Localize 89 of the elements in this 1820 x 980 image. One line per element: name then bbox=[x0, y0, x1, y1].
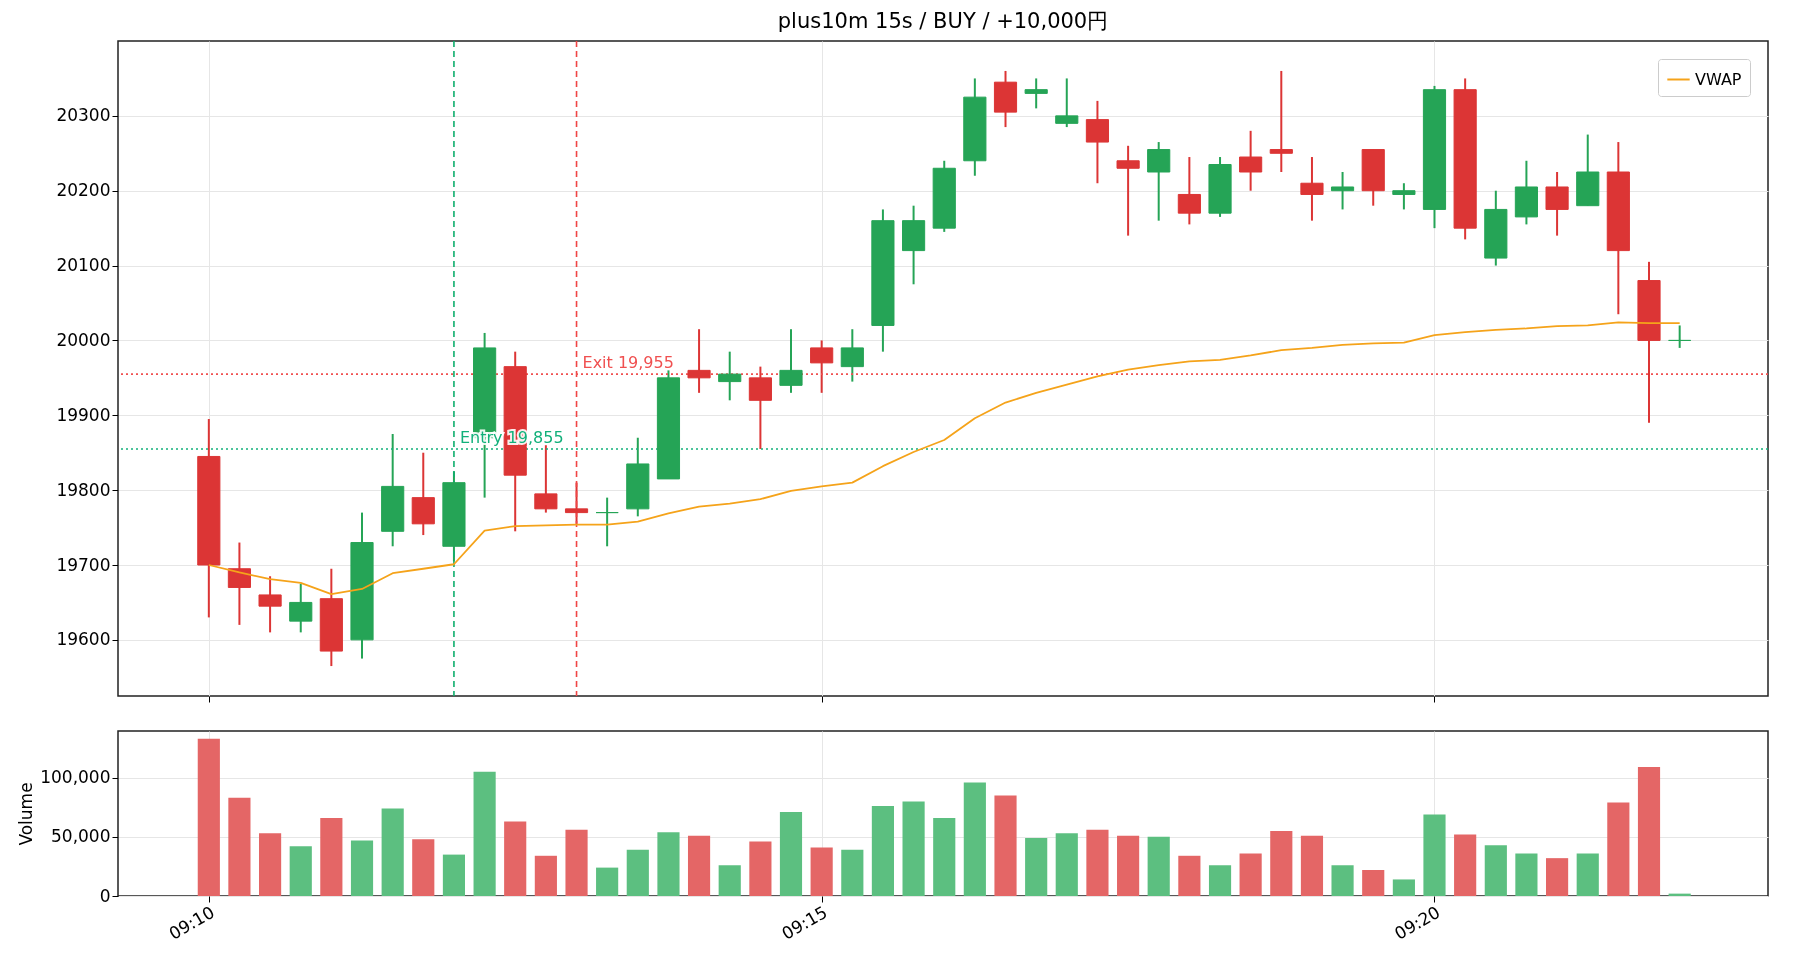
bar bbox=[749, 841, 772, 896]
candlestick bbox=[534, 444, 558, 514]
bar bbox=[779, 812, 803, 896]
bar bbox=[1546, 858, 1569, 896]
candlestick bbox=[779, 328, 803, 394]
y-tick-label: 20300 bbox=[56, 105, 111, 126]
bar bbox=[963, 782, 986, 896]
candlestick bbox=[1024, 77, 1048, 110]
candlestick bbox=[258, 575, 282, 634]
y-tick-label: 100,000 bbox=[40, 767, 111, 788]
candlestick bbox=[840, 328, 864, 383]
bar bbox=[1515, 853, 1538, 896]
candlestick bbox=[1177, 156, 1201, 226]
bar bbox=[350, 840, 374, 896]
candlestick bbox=[1085, 99, 1110, 185]
candlestick bbox=[810, 339, 834, 394]
bar bbox=[626, 849, 649, 896]
bar bbox=[657, 832, 680, 896]
bar bbox=[1208, 865, 1232, 896]
y-tick-label: 50,000 bbox=[51, 826, 111, 847]
bar bbox=[1025, 838, 1048, 896]
candlestick bbox=[1545, 171, 1569, 237]
candlestick bbox=[595, 496, 619, 548]
candlestick bbox=[687, 328, 711, 394]
bar bbox=[1055, 833, 1078, 896]
bar bbox=[228, 797, 251, 896]
bar bbox=[596, 867, 619, 896]
bar bbox=[1270, 830, 1293, 896]
bar bbox=[933, 817, 956, 896]
bar bbox=[994, 795, 1017, 896]
bar bbox=[1086, 829, 1109, 896]
y-tick-label: 20100 bbox=[56, 255, 111, 276]
bar bbox=[289, 846, 312, 896]
y-axis-title: Volume bbox=[16, 782, 37, 846]
line-series bbox=[207, 321, 1681, 596]
candlestick bbox=[227, 541, 251, 626]
candlestick bbox=[1392, 182, 1416, 211]
bar bbox=[442, 854, 466, 896]
candlestick bbox=[1330, 171, 1355, 211]
bar bbox=[259, 833, 282, 896]
candlestick bbox=[1668, 324, 1692, 349]
bar bbox=[565, 829, 588, 896]
bar bbox=[1178, 855, 1201, 896]
y-tick-label: 20200 bbox=[56, 180, 111, 201]
bar bbox=[1331, 865, 1354, 896]
candlestick bbox=[1300, 156, 1324, 222]
bar bbox=[902, 801, 925, 896]
candlestick bbox=[564, 481, 589, 525]
candlestick bbox=[718, 350, 742, 402]
bar bbox=[1423, 814, 1446, 896]
candlestick bbox=[289, 582, 313, 634]
bar bbox=[810, 847, 833, 896]
bar bbox=[1300, 835, 1324, 896]
bar bbox=[412, 839, 435, 896]
bar bbox=[1484, 845, 1507, 896]
bar bbox=[1362, 869, 1385, 896]
bar bbox=[1392, 879, 1415, 896]
bar bbox=[1117, 835, 1140, 896]
bar bbox=[718, 865, 741, 896]
y-tick-label: 19900 bbox=[56, 404, 111, 425]
bar bbox=[1607, 802, 1630, 896]
chart-title: plus10m 15s / BUY / +10,000円 bbox=[777, 9, 1109, 34]
bar bbox=[841, 849, 864, 896]
y-tick-label: 0 bbox=[99, 885, 111, 906]
candlestick bbox=[1239, 129, 1263, 192]
bar bbox=[197, 738, 220, 896]
bar bbox=[320, 817, 343, 896]
candlestick bbox=[1147, 141, 1171, 222]
ref-line-label: Exit 19,955 bbox=[582, 353, 674, 373]
y-tick-label: 19700 bbox=[56, 554, 111, 575]
candlestick bbox=[1269, 69, 1293, 173]
bar bbox=[1239, 853, 1262, 896]
bar bbox=[473, 771, 496, 896]
legend-label: VWAP bbox=[1695, 69, 1742, 89]
bar bbox=[534, 855, 557, 896]
bar bbox=[1576, 853, 1599, 896]
bar bbox=[871, 806, 894, 896]
y-tick-label: 19600 bbox=[56, 629, 111, 650]
bar bbox=[504, 821, 527, 896]
bar bbox=[687, 835, 711, 896]
candlestick bbox=[1055, 77, 1079, 129]
candlestick bbox=[748, 365, 772, 450]
bar bbox=[1637, 767, 1661, 896]
bar bbox=[381, 808, 404, 896]
y-tick-label: 20000 bbox=[56, 329, 111, 350]
y-tick-label: 19800 bbox=[56, 479, 111, 500]
candlestick bbox=[1116, 144, 1140, 237]
bar bbox=[1147, 836, 1170, 896]
bar bbox=[1454, 834, 1477, 896]
